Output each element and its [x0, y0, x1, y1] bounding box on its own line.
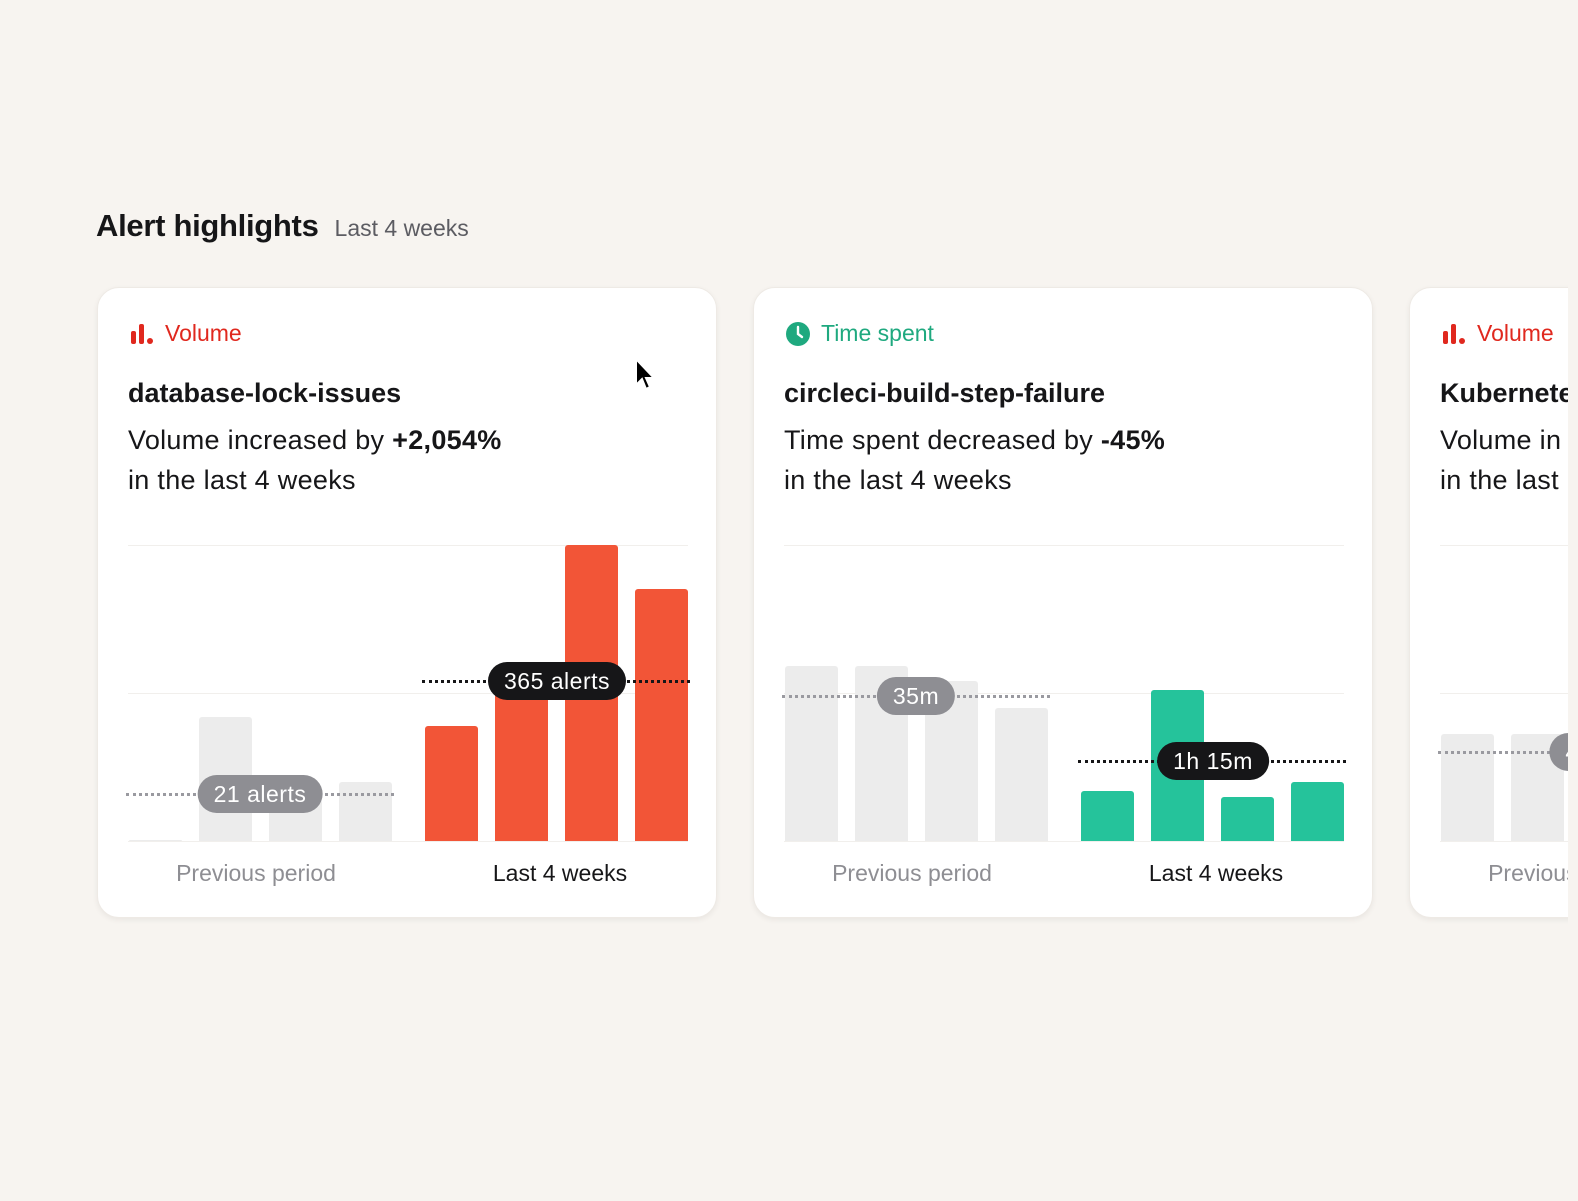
baseline — [784, 841, 1344, 842]
prev-average-pill: 35m — [876, 676, 956, 715]
card-title: Kubernetes — [1440, 378, 1568, 408]
gridline — [1440, 693, 1568, 694]
gridline — [1440, 545, 1568, 546]
card-description: Volume in in the last — [1440, 425, 1562, 495]
mouse-cursor-icon — [635, 357, 657, 391]
prev-bar — [339, 781, 392, 841]
bar-chart-icon — [131, 323, 153, 344]
card-kind-label: Volume — [1477, 320, 1554, 346]
current-average-pill: 365 alerts — [487, 662, 627, 701]
card-title: circleci-build-step-failure — [784, 378, 1106, 408]
prev-average-pill: 21 alerts — [197, 774, 323, 813]
bar-chart-icon — [1443, 323, 1465, 344]
current-period-label: Last 4 weeks — [492, 860, 628, 886]
highlight-card[interactable]: Volume database-lock-issues Volume incre… — [97, 287, 717, 918]
section-subtitle: Last 4 weeks — [334, 215, 469, 241]
card-description: Volume increased by +2,054% in the last 4… — [128, 425, 502, 495]
prev-period-label: Previous period — [1488, 860, 1568, 886]
section-title: Alert highlights — [96, 208, 319, 243]
card-kind-label: Time spent — [821, 320, 934, 346]
highlight-card[interactable]: Time spent circleci-build-step-failure T… — [753, 287, 1373, 918]
bar-chart: 4 Previous period — [1410, 288, 1568, 917]
gridline — [128, 693, 688, 694]
gridline — [784, 545, 1344, 546]
prev-average-line — [1438, 751, 1568, 755]
current-bar — [1291, 781, 1344, 841]
bar-chart: 35m 1h 15m Previous period Last 4 weeks — [754, 288, 1372, 917]
current-bar — [425, 725, 478, 841]
card-kind: Volume — [1441, 320, 1554, 347]
card-kind-label: Volume — [165, 320, 242, 346]
prev-period-label: Previous period — [176, 860, 336, 886]
card-kind: Volume — [129, 320, 242, 347]
prev-period-label: Previous period — [832, 860, 992, 886]
prev-bar — [995, 707, 1048, 841]
prev-average-pill: 4 — [1549, 733, 1568, 772]
current-bar — [1221, 796, 1274, 841]
baseline — [128, 841, 688, 842]
current-bar — [635, 589, 688, 841]
card-description: Time spent decreased by -45% in the last … — [784, 425, 1166, 495]
prev-bar — [785, 666, 838, 841]
card-kind: Time spent — [785, 320, 934, 347]
clock-icon — [786, 321, 810, 346]
baseline — [1440, 841, 1568, 842]
current-bar — [1081, 790, 1134, 841]
change-value: -45% — [1100, 425, 1166, 455]
bar-chart: 21 alerts 365 alerts Previous period Last… — [98, 288, 716, 917]
current-period-label: Last 4 weeks — [1148, 860, 1284, 886]
gridline — [128, 545, 688, 546]
prev-bar — [129, 839, 182, 841]
current-bar — [495, 690, 548, 841]
gridline — [784, 693, 1344, 694]
card-title: database-lock-issues — [128, 378, 402, 408]
section-header: Alert highlights Last 4 weeks — [96, 208, 469, 244]
current-average-pill: 1h 15m — [1157, 742, 1269, 781]
change-value: +2,054% — [392, 425, 502, 455]
